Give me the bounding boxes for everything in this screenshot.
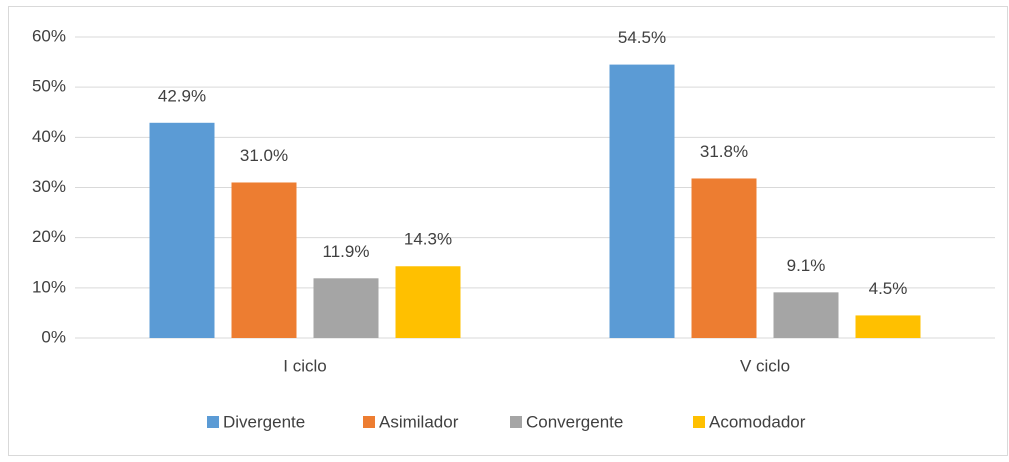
- legend-swatch: [363, 416, 375, 428]
- value-label: 14.3%: [404, 230, 452, 249]
- y-tick-label: 40%: [32, 127, 66, 146]
- value-label: 9.1%: [787, 256, 826, 275]
- value-label: 11.9%: [323, 242, 370, 261]
- value-label: 54.5%: [618, 28, 666, 47]
- value-label: 31.0%: [240, 146, 288, 165]
- bar: [855, 315, 921, 338]
- x-tick-label: V ciclo: [740, 356, 790, 375]
- x-tick-label: I ciclo: [283, 356, 326, 375]
- value-label: 31.8%: [700, 142, 748, 161]
- bar: [609, 64, 675, 338]
- value-label: 4.5%: [869, 279, 908, 298]
- bar: [773, 292, 839, 338]
- bar: [691, 178, 757, 338]
- legend-swatch: [693, 416, 705, 428]
- y-tick-label: 50%: [32, 77, 66, 96]
- legend-label: Convergente: [526, 412, 623, 431]
- legend-label: Asimilador: [379, 412, 459, 431]
- value-label: 42.9%: [158, 86, 206, 105]
- y-tick-label: 10%: [32, 277, 66, 296]
- bar: [313, 278, 379, 338]
- bar: [395, 266, 461, 338]
- y-tick-label: 0%: [41, 327, 66, 346]
- bar: [231, 182, 297, 338]
- legend-swatch: [207, 416, 219, 428]
- y-tick-label: 20%: [32, 227, 66, 246]
- y-tick-label: 60%: [32, 26, 66, 45]
- y-tick-label: 30%: [32, 177, 66, 196]
- legend-label: Acomodador: [709, 412, 806, 431]
- legend-label: Divergente: [223, 412, 305, 431]
- legend-swatch: [510, 416, 522, 428]
- bar: [149, 122, 215, 338]
